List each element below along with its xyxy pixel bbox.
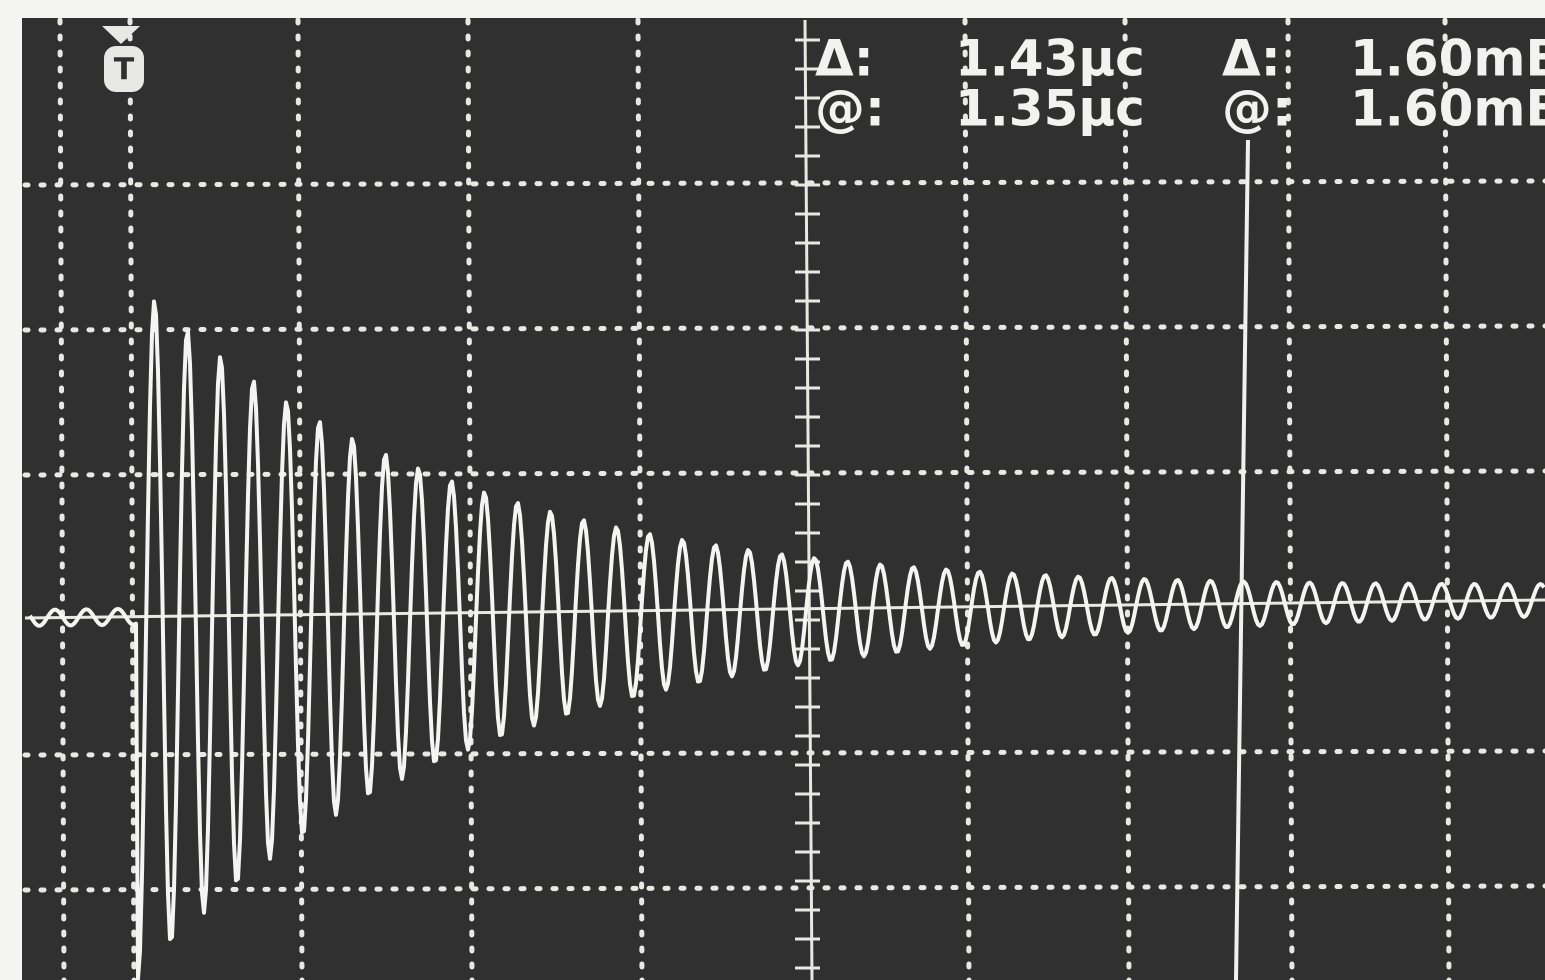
trigger-label: T [114, 53, 135, 88]
page: T Δ: 1.43µc @: 1.35µc Δ: 1.60mB @: 1.60m… [0, 0, 1545, 980]
screen-background [22, 18, 1545, 980]
readout-label: @: [815, 80, 885, 138]
readout-value: 1.60mB [1350, 80, 1545, 138]
readout-label: @: [1222, 80, 1292, 138]
readout-value: 1.35µc [955, 80, 1145, 138]
scope-screen: T Δ: 1.43µc @: 1.35µc Δ: 1.60mB @: 1.60m… [0, 0, 1545, 980]
